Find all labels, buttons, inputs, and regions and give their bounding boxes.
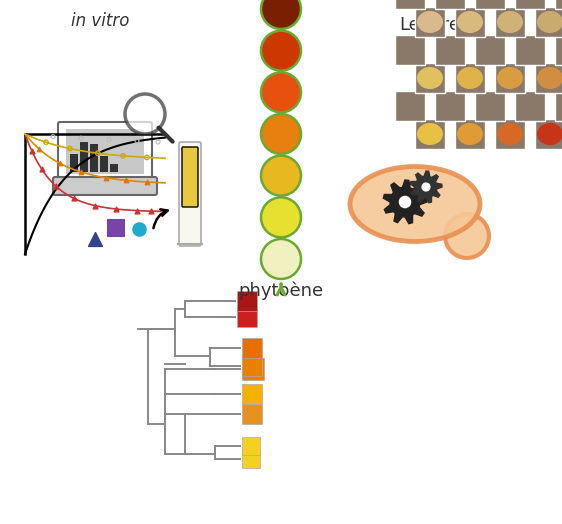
Point [65,144,74,152]
Bar [242,338,262,358]
Point [90,201,99,210]
Bar [110,164,117,172]
Point [28,147,37,156]
Circle shape [261,0,301,29]
Point [111,205,120,213]
Bar [70,154,78,172]
Circle shape [261,31,301,71]
Point [134,225,143,233]
Point [34,145,43,153]
Text: in vitro: in vitro [71,12,129,30]
Circle shape [445,214,489,258]
Point [90,235,99,243]
Ellipse shape [537,11,562,33]
Point [76,168,85,176]
Bar [100,156,108,172]
Bar [107,219,125,237]
FancyBboxPatch shape [179,142,201,246]
FancyBboxPatch shape [182,147,198,207]
Circle shape [261,156,301,195]
Bar [242,356,262,376]
Circle shape [398,195,411,209]
Bar [242,384,262,404]
Bar [242,450,260,468]
Bar [66,129,144,174]
Point [56,159,65,168]
Circle shape [261,114,301,154]
Circle shape [422,182,430,192]
Ellipse shape [457,67,483,89]
Ellipse shape [497,11,523,33]
Circle shape [261,239,301,279]
Ellipse shape [417,11,443,33]
Circle shape [261,72,301,112]
Point [42,138,51,146]
Point [93,149,102,157]
Point [102,173,111,182]
Point [142,153,151,161]
Point [142,178,151,186]
Point [119,151,128,160]
Ellipse shape [350,167,480,242]
Point [37,165,46,173]
Point [133,137,142,145]
Ellipse shape [497,67,523,89]
Circle shape [261,198,301,237]
Point [147,207,156,215]
Point [133,206,142,215]
Text: Levure: Levure [400,16,460,34]
Bar [242,404,262,424]
Ellipse shape [417,67,443,89]
Point [70,194,79,203]
Ellipse shape [457,123,483,145]
Bar [242,437,260,455]
Point [48,133,57,141]
Text: phytoène: phytoène [238,282,324,300]
Ellipse shape [457,11,483,33]
Ellipse shape [537,67,562,89]
Polygon shape [383,180,427,224]
Point [121,176,130,184]
Circle shape [125,94,165,134]
FancyArrowPatch shape [153,209,167,228]
Polygon shape [410,171,442,203]
Point [105,135,114,144]
Bar [237,291,257,311]
Bar [237,307,257,327]
Point [153,138,162,146]
Bar [90,144,98,172]
FancyBboxPatch shape [58,122,152,181]
Bar [242,358,264,380]
Ellipse shape [537,123,562,145]
Point [76,134,85,143]
FancyBboxPatch shape [53,177,157,195]
Ellipse shape [497,123,523,145]
Point [51,182,60,190]
Bar [80,142,88,172]
Ellipse shape [417,123,443,145]
